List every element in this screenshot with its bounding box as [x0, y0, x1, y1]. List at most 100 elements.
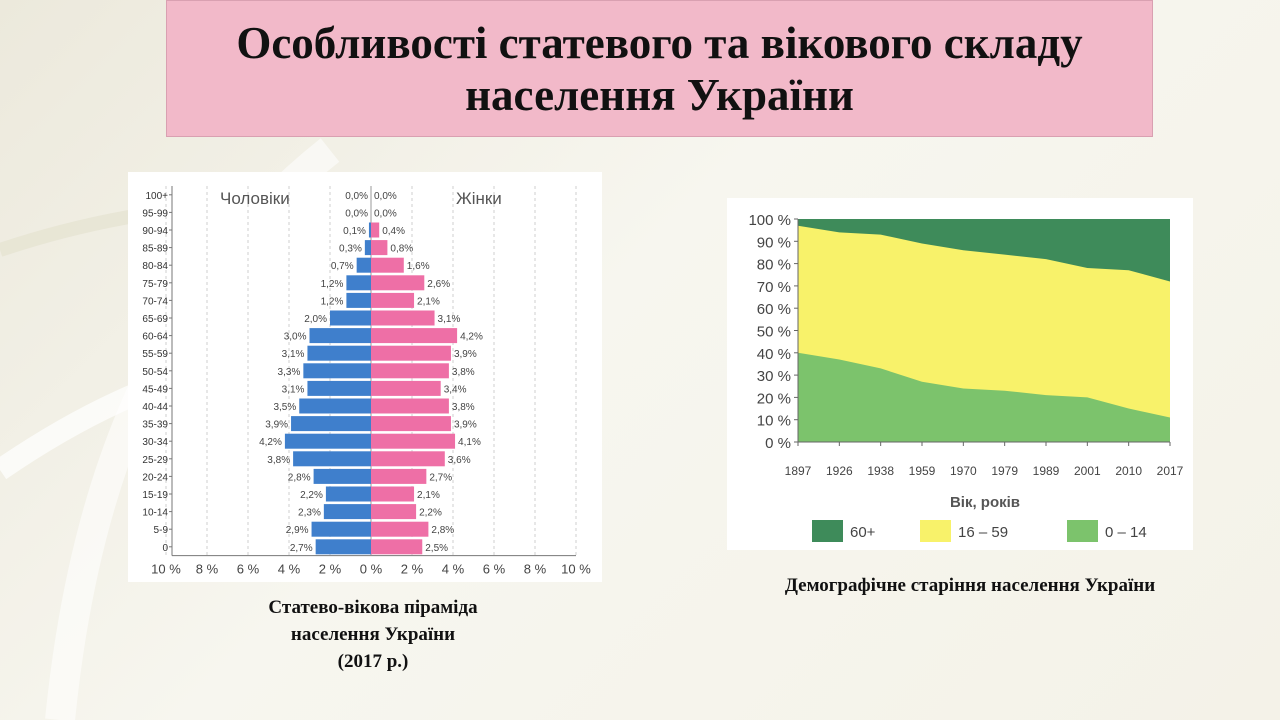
- pyramid-x-tick-label: 10 %: [151, 562, 181, 577]
- pyramid-bar-men: [284, 433, 371, 449]
- pyramid-value-men: 3,5%: [273, 402, 296, 413]
- pyramid-chart-panel: 100+ 0,0% 0,0% 95-99 0,0% 0,0% 90-94 0,1% 0,4% 85…: [128, 172, 602, 582]
- pyramid-bar-men: [313, 468, 371, 484]
- pyramid-value-men: 4,2%: [259, 437, 282, 448]
- pyramid-value-women: 2,1%: [417, 296, 440, 307]
- pyramid-age-label: 45-49: [142, 384, 168, 395]
- pyramid-value-men: 2,2%: [300, 490, 323, 501]
- pyramid-value-men: 3,3%: [278, 367, 301, 378]
- pyramid-bar-men: [325, 486, 371, 502]
- pyramid-x-tick-label: 8 %: [196, 562, 219, 577]
- pyramid-value-men: 0,7%: [331, 261, 354, 272]
- pyramid-age-label: 15-19: [142, 490, 168, 501]
- area-x-tick-label: 2010: [1115, 464, 1142, 478]
- area-series-0-14: [798, 352, 1170, 442]
- pyramid-bar-men: [368, 222, 371, 238]
- pyramid-bar-women: [371, 504, 417, 520]
- pyramid-bar-men: [307, 345, 371, 361]
- pyramid-bar-men: [293, 451, 371, 467]
- area-legend-swatch: [812, 520, 843, 542]
- pyramid-age-label: 25-29: [142, 455, 168, 466]
- pyramid-bar-women: [371, 328, 458, 344]
- pyramid-bar-men: [315, 539, 371, 555]
- pyramid-bar-women: [371, 380, 441, 396]
- area-y-tick-label: 0 %: [765, 435, 791, 452]
- pyramid-bar-women: [371, 486, 415, 502]
- pyramid-value-women: 3,4%: [444, 384, 467, 395]
- pyramid-bar-men: [309, 328, 371, 344]
- area-x-tick-label: 1897: [785, 464, 812, 478]
- pyramid-bar-men: [346, 292, 371, 308]
- pyramid-age-label: 40-44: [142, 402, 168, 413]
- pyramid-value-women: 3,8%: [452, 367, 475, 378]
- pyramid-bar-men: [303, 363, 371, 379]
- area-caption: Демографічне старіння населення України: [784, 575, 1156, 596]
- pyramid-value-men: 2,9%: [286, 525, 309, 536]
- pyramid-age-label: 75-79: [142, 279, 168, 290]
- pyramid-age-label: 50-54: [142, 367, 168, 378]
- area-chart-panel: 0 % 10 % 20 % 30 % 40 % 50 % 60 % 70 % 80 % 90 % 1…: [727, 198, 1193, 550]
- page-title: Особливості статевого та вікового складу…: [236, 17, 1083, 120]
- title-banner: Особливості статевого та вікового складу…: [166, 0, 1153, 137]
- pyramid-value-men: 3,8%: [267, 455, 290, 466]
- pyramid-age-label: 85-89: [142, 244, 168, 255]
- pyramid-bar-men: [330, 310, 371, 326]
- area-legend-swatch: [920, 520, 951, 542]
- pyramid-bar-men: [307, 380, 371, 396]
- pyramid-value-men: 0,0%: [345, 208, 368, 219]
- area-legend-swatch: [1067, 520, 1098, 542]
- pyramid-value-women: 2,1%: [417, 490, 440, 501]
- pyramid-bar-women: [371, 240, 388, 256]
- pyramid-value-men: 2,3%: [298, 508, 321, 519]
- pyramid-age-label: 80-84: [142, 261, 168, 272]
- pyramid-bar-men: [364, 240, 371, 256]
- area-y-tick-label: 20 %: [757, 390, 791, 407]
- pyramid-value-women: 1,6%: [407, 261, 430, 272]
- pyramid-value-women: 2,6%: [427, 279, 450, 290]
- pyramid-bar-women: [371, 521, 429, 537]
- pyramid-chart: 100+ 0,0% 0,0% 95-99 0,0% 0,0% 90-94 0,1% 0,4% 85…: [142, 186, 591, 577]
- pyramid-bar-men: [299, 398, 371, 414]
- pyramid-value-women: 4,2%: [460, 332, 483, 343]
- pyramid-value-women: 2,5%: [425, 543, 448, 554]
- pyramid-x-tick-label: 6 %: [483, 562, 506, 577]
- area-x-tick-label: 1959: [909, 464, 936, 478]
- pyramid-x-tick-label: 2 %: [319, 562, 342, 577]
- pyramid-caption: Статево-вікова піраміда населення Україн…: [180, 594, 566, 675]
- area-x-tick-label: 1938: [867, 464, 894, 478]
- pyramid-value-men: 0,3%: [339, 244, 362, 255]
- pyramid-age-label: 5-9: [154, 525, 169, 536]
- pyramid-value-men: 2,7%: [290, 543, 313, 554]
- pyramid-bar-women: [371, 222, 380, 238]
- pyramid-bar-women: [371, 257, 404, 273]
- pyramid-bar-women: [371, 416, 451, 432]
- pyramid-value-men: 3,1%: [282, 384, 305, 395]
- pyramid-value-women: 0,0%: [374, 191, 397, 202]
- pyramid-value-women: 3,9%: [454, 420, 477, 431]
- pyramid-x-tick-label: 2 %: [401, 562, 424, 577]
- area-y-tick-label: 90 %: [757, 234, 791, 251]
- pyramid-x-tick-label: 8 %: [524, 562, 547, 577]
- pyramid-age-label: 90-94: [142, 226, 168, 237]
- pyramid-men-label: Чоловіки: [220, 189, 290, 208]
- pyramid-bar-women: [371, 433, 456, 449]
- pyramid-age-label: 65-69: [142, 314, 168, 325]
- pyramid-bar-men: [311, 521, 371, 537]
- pyramid-value-men: 3,1%: [282, 349, 305, 360]
- pyramid-x-tick-label: 0 %: [360, 562, 383, 577]
- pyramid-age-label: 20-24: [142, 472, 168, 483]
- pyramid-value-men: 0,1%: [343, 226, 366, 237]
- pyramid-value-men: 3,9%: [265, 420, 288, 431]
- pyramid-value-men: 2,8%: [288, 472, 311, 483]
- area-x-tick-label: 1979: [991, 464, 1018, 478]
- pyramid-bar-men: [323, 504, 371, 520]
- pyramid-value-women: 3,8%: [452, 402, 475, 413]
- pyramid-bar-women: [371, 363, 449, 379]
- pyramid-value-women: 0,4%: [382, 226, 405, 237]
- pyramid-age-label: 60-64: [142, 332, 168, 343]
- pyramid-value-women: 0,0%: [374, 208, 397, 219]
- pyramid-age-label: 95-99: [142, 208, 168, 219]
- pyramid-x-tick-label: 6 %: [237, 562, 260, 577]
- pyramid-value-men: 2,0%: [304, 314, 327, 325]
- pyramid-bar-women: [371, 451, 445, 467]
